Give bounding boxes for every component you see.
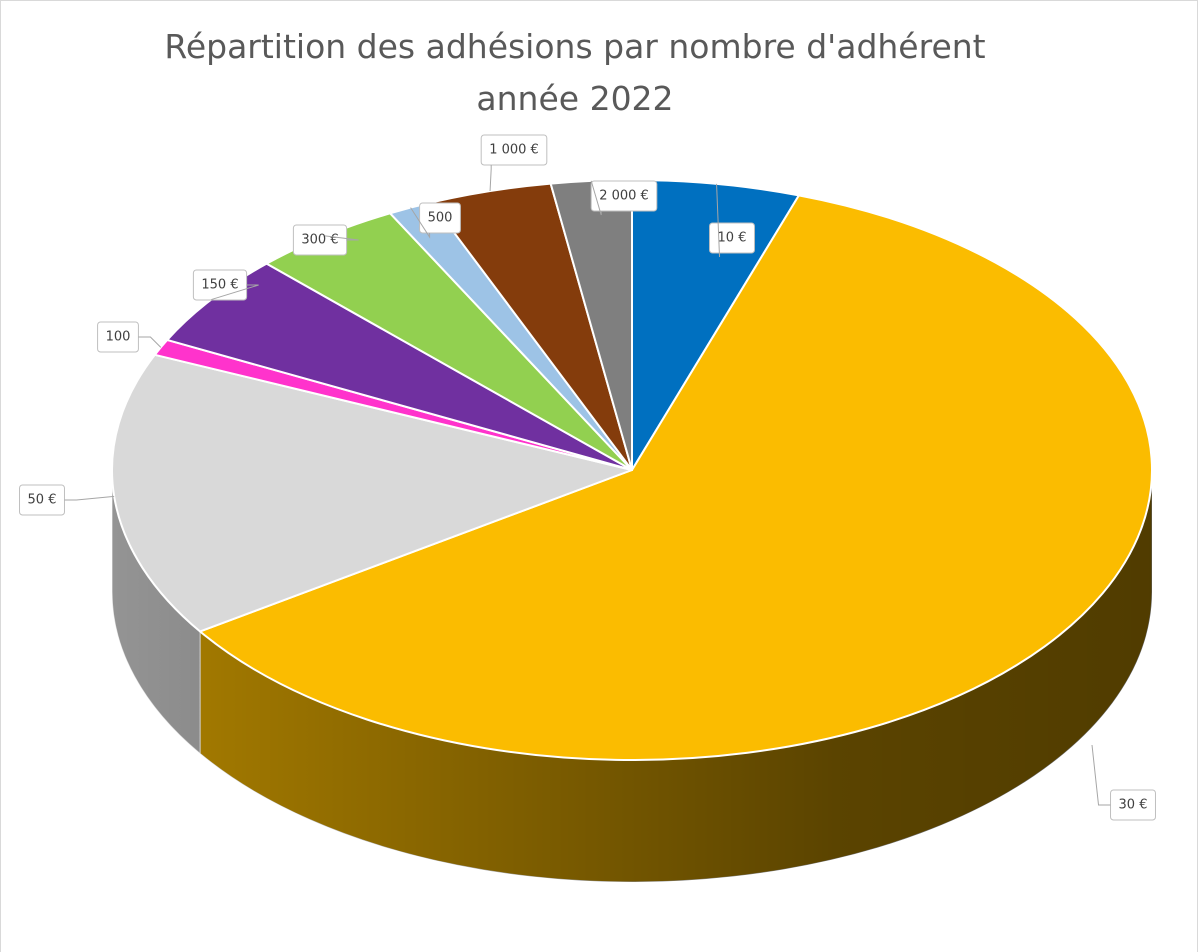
leader-line bbox=[410, 207, 431, 239]
pie-slice bbox=[111, 353, 633, 633]
label-box bbox=[590, 180, 658, 212]
leader-line bbox=[211, 284, 259, 301]
leader-line bbox=[1091, 744, 1111, 806]
label-box bbox=[419, 202, 461, 234]
leader-line bbox=[138, 336, 162, 348]
label-box bbox=[480, 134, 548, 166]
pie bbox=[111, 179, 1153, 883]
labels: 10 € 30 € 50 € 100 150 € 300 € 500 1 000 € 2 000… bbox=[19, 134, 1156, 821]
pie-slice bbox=[199, 194, 1153, 761]
chart-title: année 2022 bbox=[476, 79, 673, 118]
data-label: 500 bbox=[428, 211, 453, 226]
leader-line bbox=[489, 165, 492, 192]
chart-title: Répartition des adhésions par nombre d'a… bbox=[164, 27, 985, 66]
data-label: 150 € bbox=[201, 278, 238, 293]
data-label: 2 000 € bbox=[599, 189, 649, 204]
data-label: 300 € bbox=[301, 233, 338, 248]
data-label: 1 000 € bbox=[489, 143, 539, 158]
label-box bbox=[709, 222, 755, 254]
data-label: 30 € bbox=[1119, 798, 1148, 813]
leader-line bbox=[324, 235, 359, 241]
leader-line bbox=[716, 183, 721, 258]
leader-line bbox=[64, 495, 115, 501]
leader-line bbox=[590, 180, 602, 216]
data-label: 100 bbox=[106, 330, 131, 345]
data-label: 10 € bbox=[718, 231, 747, 246]
data-label: 50 € bbox=[28, 493, 57, 508]
